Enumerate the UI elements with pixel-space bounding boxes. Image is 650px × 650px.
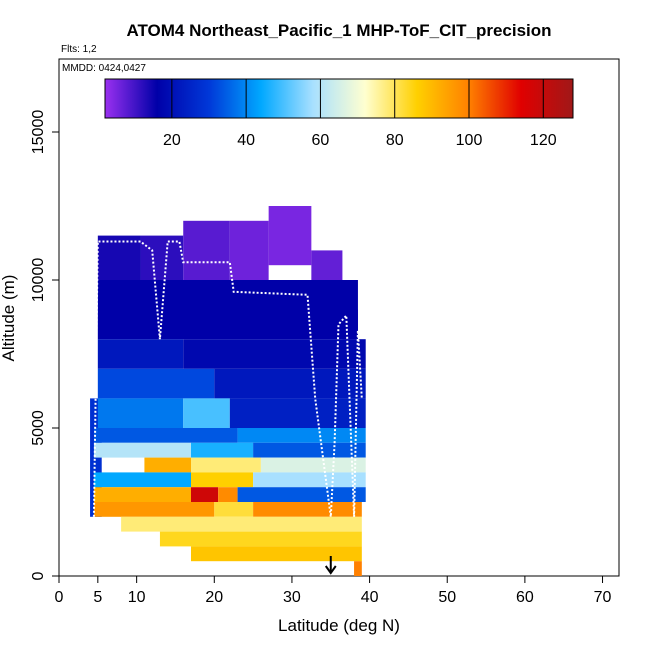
colorbar-ticks: 20 40 60 80 100 120 xyxy=(163,79,557,149)
heatmap-cell xyxy=(93,472,191,488)
heatmap-cell xyxy=(140,235,184,280)
colorbar-tick-label: 120 xyxy=(530,132,557,149)
heatmap-cell xyxy=(260,457,366,473)
heatmap-cell xyxy=(191,487,219,502)
heatmap-cell xyxy=(237,487,366,502)
heatmap-cell xyxy=(253,442,366,458)
dates-label: MMDD: 0424,0427 xyxy=(62,63,146,74)
heatmap-cell xyxy=(218,487,238,502)
colorbar-tick-label: 40 xyxy=(237,132,255,149)
x-axis-label: Latitude (deg N) xyxy=(278,616,400,635)
colorbar-tick-label: 20 xyxy=(163,132,181,149)
colorbar: 20 40 60 80 100 120 xyxy=(104,78,574,149)
x-tick-label: 10 xyxy=(128,589,146,606)
flight-track-line xyxy=(92,240,363,517)
heatmap-cell xyxy=(229,220,269,280)
heatmap-cell xyxy=(97,280,358,340)
heatmap-cell xyxy=(183,398,230,428)
heatmap-cell xyxy=(191,472,254,488)
colorbar-rect xyxy=(104,78,574,119)
heatmap-cell xyxy=(229,398,366,428)
heatmap-cell xyxy=(253,472,366,488)
heatmap-cell xyxy=(121,516,362,532)
heatmap-cell xyxy=(144,457,191,473)
colorbar-tick-label: 60 xyxy=(312,132,330,149)
heatmap-cell xyxy=(268,206,312,266)
y-tick-label: 5000 xyxy=(30,410,47,446)
heatmap-cell xyxy=(97,398,184,428)
heatmap-cell xyxy=(191,546,362,562)
colorbar-tick-label: 100 xyxy=(456,132,483,149)
plot-frame xyxy=(58,58,620,577)
heatmap-cell xyxy=(183,339,366,369)
heatmap-cell xyxy=(183,220,230,280)
arrow-head xyxy=(324,565,337,575)
heatmap-cell xyxy=(354,561,362,576)
x-tick-label: 40 xyxy=(361,589,379,606)
x-tick-label: 0 xyxy=(55,589,64,606)
heatmap-cell xyxy=(93,502,215,517)
x-tick-label: 5 xyxy=(93,589,102,606)
y-axis: 0 5000 10000 15000 xyxy=(30,110,59,580)
heatmap-cell xyxy=(214,502,254,517)
heatmap-cell xyxy=(97,235,141,280)
x-tick-label: 70 xyxy=(594,589,612,606)
heatmap-cell xyxy=(93,442,191,458)
heatmap-cell xyxy=(93,487,191,502)
flights-label: Flts: 1,2 xyxy=(61,44,97,55)
heatmap-cells xyxy=(90,206,366,576)
x-tick-label: 20 xyxy=(205,589,223,606)
y-tick-label: 15000 xyxy=(30,110,47,155)
arrow-marker xyxy=(324,556,337,575)
y-axis-label: Altitude (m) xyxy=(0,275,18,362)
x-tick-label: 60 xyxy=(516,589,534,606)
heatmap-cell xyxy=(159,531,362,547)
x-axis: 051020304050607080 xyxy=(55,576,612,606)
heatmap-cell xyxy=(214,368,366,399)
chart-title: ATOM4 Northeast_Pacific_1 MHP-ToF_CIT_pr… xyxy=(126,21,551,40)
heatmap-cell xyxy=(191,457,261,473)
y-tick-label: 0 xyxy=(30,571,47,580)
heatmap-cell xyxy=(97,368,215,399)
x-tick-label: 30 xyxy=(283,589,301,606)
heatmap-cell xyxy=(97,339,184,369)
heatmap-cell xyxy=(191,442,254,458)
x-tick-label: 50 xyxy=(438,589,456,606)
heatmap-cell xyxy=(237,428,366,443)
flight-track xyxy=(92,240,363,517)
colorbar-tick-label: 80 xyxy=(386,132,404,149)
heatmap-cell xyxy=(253,502,362,517)
y-tick-label: 10000 xyxy=(30,258,47,303)
heatmap-cell xyxy=(93,428,238,443)
